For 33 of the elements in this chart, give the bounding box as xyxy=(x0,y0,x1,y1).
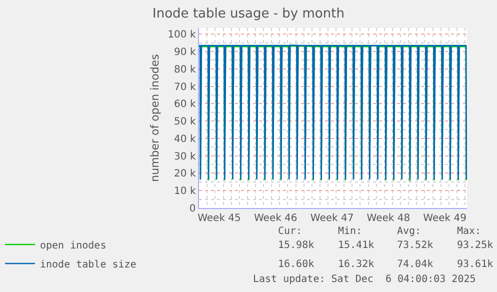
y-tick-label: 10 k xyxy=(174,186,196,198)
x-tick-label: Week 45 xyxy=(198,213,241,224)
x-tick-label: Week 47 xyxy=(310,213,354,224)
text: 15.41k xyxy=(338,240,374,251)
x-tick-label: Week 49 xyxy=(423,213,466,224)
text: 15.98k xyxy=(278,240,314,251)
text: 16.60k xyxy=(278,259,314,270)
y-tick-label: 50 k xyxy=(174,116,196,128)
x-tick-label: Week 46 xyxy=(254,213,298,224)
chart-title: Inode table usage - by month xyxy=(152,6,344,22)
text: Cur: xyxy=(278,226,302,237)
text: Last update: Sat Dec 6 04:00:03 2025 xyxy=(253,274,476,285)
text: 73.52k xyxy=(397,240,434,251)
y-tick-label: 20 k xyxy=(174,168,196,180)
legend-label: inode table size xyxy=(40,259,136,270)
y-axis-title: number of open inodes xyxy=(148,54,162,182)
text: Avg: xyxy=(397,226,422,237)
y-tick-label: 60 k xyxy=(174,99,196,110)
text: 93.61k xyxy=(457,259,494,270)
text: Min: xyxy=(338,226,362,237)
text: 93.25k xyxy=(457,240,494,251)
text: 74.04k xyxy=(397,259,434,270)
text: Max: xyxy=(457,226,482,237)
x-tick-label: Week 48 xyxy=(366,213,410,224)
legend-label: open inodes xyxy=(40,240,106,252)
y-tick-label: 90 k xyxy=(174,46,196,58)
y-tick-label: 40 k xyxy=(174,134,196,145)
y-tick-label: 80 k xyxy=(174,64,196,76)
y-tick-label: 30 k xyxy=(174,151,196,162)
text: 16.32k xyxy=(338,259,374,270)
y-tick-label: 0 xyxy=(189,204,196,214)
y-tick-label: 100 k xyxy=(168,30,196,41)
y-tick-label: 70 k xyxy=(174,82,196,93)
